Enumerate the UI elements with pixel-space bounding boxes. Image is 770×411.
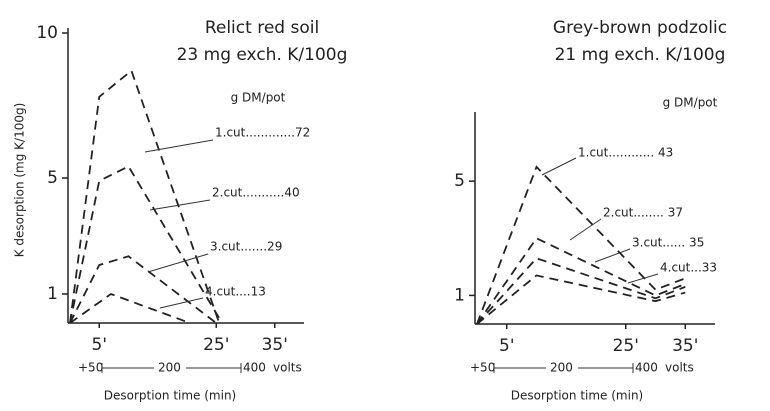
voltage-label: 400 (635, 361, 658, 375)
annotation: 3.cut...... 35 (632, 236, 704, 250)
voltage-label: 200 (550, 361, 573, 375)
y-axis-label: K desorption (mg K/100g) (13, 103, 27, 258)
voltage-unit: volts (273, 361, 302, 375)
legend-title: g DM/pot (231, 91, 286, 105)
y-tick-label: 5 (47, 168, 58, 188)
leader-line (147, 253, 209, 273)
y-tick-label: 1 (454, 285, 465, 305)
x-tick-label: 5' (499, 336, 515, 356)
annotation: 2.cut...........40 (212, 186, 300, 200)
x-tick-label: 35' (672, 336, 698, 356)
x-axis-label: Desorption time (min) (104, 389, 237, 403)
leader-line (149, 199, 211, 211)
leader-line (159, 297, 204, 309)
leader-line (594, 248, 631, 263)
annotation: 3.cut.......29 (210, 240, 282, 254)
x-tick-label: 5' (92, 335, 108, 355)
voltage-label: 200 (158, 361, 181, 375)
voltage-unit: volts (665, 361, 694, 375)
chart-subtitle: 23 mg exch. K/100g (177, 45, 348, 65)
series-line (69, 255, 217, 324)
leader-line (541, 157, 577, 176)
series-line (476, 257, 686, 325)
chart-title: Grey-brown podzolic (553, 18, 727, 38)
chart-title: Relict red soil (205, 18, 319, 38)
annotation: 2.cut........ 37 (603, 206, 683, 220)
legend-title: g DM/pot (663, 96, 718, 110)
y-tick-label: 5 (454, 171, 465, 191)
leader-line (627, 273, 659, 284)
x-tick-label: 25' (203, 335, 229, 355)
series-line (476, 274, 686, 325)
leader-line (569, 218, 602, 241)
voltage-label: +50 (78, 361, 103, 375)
series-line (69, 292, 191, 324)
series-line (69, 69, 221, 324)
chart-subtitle: 21 mg exch. K/100g (555, 45, 726, 65)
series-line (69, 165, 223, 324)
x-tick-label: 25' (613, 336, 639, 356)
x-axis-label: Desorption time (min) (511, 389, 644, 403)
leader-line (144, 139, 214, 153)
annotation: 4.cut....13 (205, 285, 266, 299)
x-tick-label: 35' (262, 335, 288, 355)
series-line (476, 237, 686, 325)
annotation: 1.cut............ 43 (578, 146, 673, 160)
annotation: 1.cut.............72 (215, 126, 310, 140)
voltage-label: 400 (243, 361, 266, 375)
y-tick-label: 10 (36, 23, 58, 43)
annotation: 4.cut...33 (660, 261, 717, 275)
y-tick-label: 1 (47, 284, 58, 304)
voltage-label: +50 (470, 361, 495, 375)
